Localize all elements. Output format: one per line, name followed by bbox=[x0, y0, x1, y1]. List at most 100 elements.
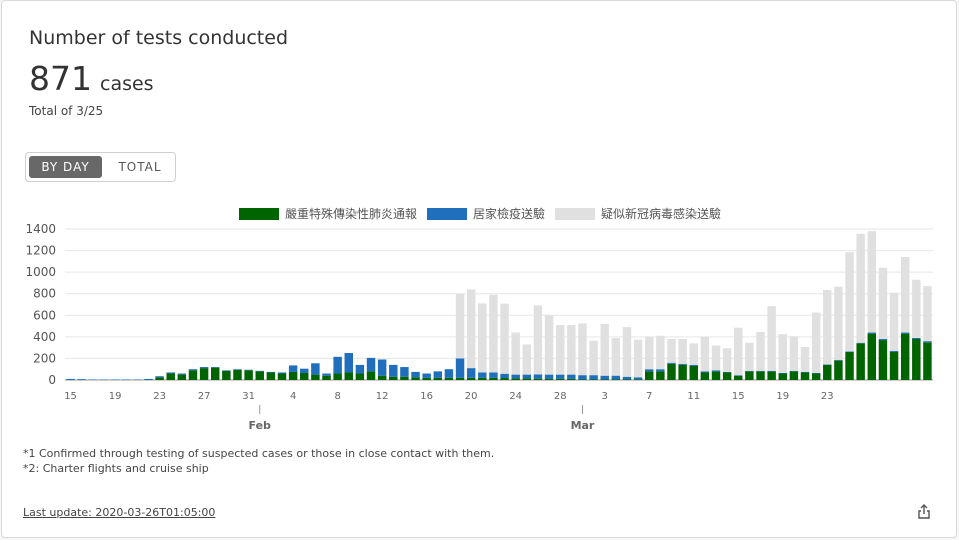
bar-segment-reports bbox=[667, 363, 676, 380]
x-tick-label: 20 bbox=[465, 391, 478, 402]
bar-segment-reports bbox=[567, 378, 576, 380]
bar-segment-home-quarantine bbox=[722, 371, 732, 373]
bar-segment-home-quarantine bbox=[656, 369, 665, 372]
bar-segment-home-quarantine bbox=[667, 362, 676, 364]
bar-segment-reports bbox=[889, 351, 899, 380]
legend-label-reports: 嚴重特殊傳染性肺炎通報 bbox=[285, 207, 418, 221]
legend-swatch-reports bbox=[239, 207, 279, 220]
bar-segment-suspected bbox=[455, 293, 465, 359]
bar-segment-reports bbox=[778, 373, 787, 380]
bar-segment-suspected bbox=[811, 312, 821, 373]
x-tick-label: 24 bbox=[509, 391, 522, 402]
bar-segment-suspected bbox=[567, 324, 576, 375]
bar-segment-home-quarantine bbox=[767, 370, 776, 372]
x-tick-label: 23 bbox=[821, 391, 834, 402]
bar-segment-suspected bbox=[544, 315, 554, 375]
bar-segment-reports bbox=[633, 379, 643, 380]
last-update-link[interactable]: Last update: 2020-03-26T01:05:00 bbox=[23, 506, 216, 519]
x-tick-label: 15 bbox=[64, 391, 77, 402]
bar-segment-home-quarantine bbox=[344, 353, 353, 373]
bar-segment-reports bbox=[389, 376, 398, 380]
bar-segment-home-quarantine bbox=[377, 359, 387, 376]
bar-segment-home-quarantine bbox=[155, 376, 164, 378]
bar-segment-reports bbox=[555, 378, 565, 380]
legend-swatch-home-quarantine bbox=[427, 207, 468, 220]
bar-segment-home-quarantine bbox=[311, 363, 320, 375]
share-icon[interactable] bbox=[916, 504, 932, 520]
legend-item-home-quarantine[interactable]: 居家檢疫送驗 bbox=[427, 205, 545, 222]
bar-segment-home-quarantine bbox=[734, 375, 743, 376]
bar-segment-home-quarantine bbox=[233, 369, 242, 370]
bar-segment-suspected bbox=[745, 342, 754, 371]
bar-segment-suspected bbox=[589, 340, 598, 376]
bar-segment-home-quarantine bbox=[166, 372, 175, 374]
bar-segment-suspected bbox=[867, 231, 877, 333]
bar-segment-home-quarantine bbox=[88, 379, 98, 380]
bar-segment-reports bbox=[255, 371, 264, 380]
bar-segment-home-quarantine bbox=[478, 372, 487, 378]
footnote-1: *1 Confirmed through testing of suspecte… bbox=[23, 447, 495, 460]
y-tick-label: 600 bbox=[33, 308, 56, 322]
bar-segment-reports bbox=[912, 339, 921, 380]
x-tick-label: 31 bbox=[242, 391, 255, 402]
bar-segment-reports bbox=[611, 379, 621, 380]
bar-segment-home-quarantine bbox=[867, 332, 877, 334]
legend-item-reports[interactable]: 嚴重特殊傳染性肺炎通報 bbox=[239, 205, 417, 222]
bar-segment-reports bbox=[500, 378, 509, 380]
bar-segment-reports bbox=[344, 372, 353, 380]
bar-segment-suspected bbox=[600, 323, 609, 376]
card-title: Number of tests conducted bbox=[29, 27, 289, 49]
bar-segment-home-quarantine bbox=[144, 378, 153, 380]
x-tick-label: 3 bbox=[602, 391, 608, 402]
bar-segment-suspected bbox=[767, 306, 776, 371]
bar-segment-home-quarantine bbox=[455, 358, 465, 378]
legend-item-suspected[interactable]: 疑似新冠病毒感染送驗 bbox=[555, 205, 721, 222]
by-day-button[interactable]: BY DAY bbox=[29, 156, 102, 178]
bar-segment-home-quarantine bbox=[645, 369, 654, 372]
bar-segment-suspected bbox=[900, 257, 910, 333]
x-tick-label: 12 bbox=[376, 391, 389, 402]
bar-segment-home-quarantine bbox=[622, 376, 632, 380]
bar-segment-home-quarantine bbox=[266, 371, 276, 373]
bar-segment-reports bbox=[834, 360, 843, 380]
bar-segment-suspected bbox=[511, 332, 520, 375]
bar-segment-reports bbox=[266, 372, 276, 380]
bar-segment-home-quarantine bbox=[700, 371, 710, 373]
bar-segment-home-quarantine bbox=[99, 379, 109, 380]
bar-segment-home-quarantine bbox=[823, 364, 832, 365]
bar-segment-reports bbox=[355, 373, 365, 380]
bar-segment-suspected bbox=[489, 294, 498, 373]
bar-segment-suspected bbox=[789, 336, 799, 371]
bar-segment-suspected bbox=[823, 289, 832, 365]
bar-segment-suspected bbox=[622, 327, 632, 377]
y-tick-label: 1000 bbox=[25, 265, 56, 279]
bar-segment-suspected bbox=[578, 323, 587, 376]
bar-segment-home-quarantine bbox=[466, 368, 476, 378]
bar-segment-reports bbox=[589, 379, 598, 380]
bar-segment-home-quarantine bbox=[77, 379, 86, 380]
bar-segment-suspected bbox=[611, 337, 621, 376]
bar-segment-home-quarantine bbox=[912, 337, 921, 340]
bar-segment-reports bbox=[767, 371, 776, 380]
bar-segment-reports bbox=[878, 340, 888, 380]
bar-segment-home-quarantine bbox=[333, 356, 342, 374]
bar-segment-home-quarantine bbox=[444, 369, 454, 378]
bar-segment-home-quarantine bbox=[433, 371, 443, 378]
bar-segment-reports bbox=[678, 364, 687, 380]
bar-segment-reports bbox=[511, 378, 520, 380]
bar-segment-home-quarantine bbox=[121, 379, 131, 380]
bar-segment-suspected bbox=[700, 336, 710, 372]
bar-segment-home-quarantine bbox=[255, 370, 264, 372]
bar-segment-home-quarantine bbox=[889, 350, 899, 352]
bar-segment-home-quarantine bbox=[422, 373, 431, 378]
total-button[interactable]: TOTAL bbox=[118, 160, 162, 174]
bar-segment-reports bbox=[600, 379, 609, 380]
bar-segment-suspected bbox=[689, 343, 698, 365]
bar-segment-reports bbox=[166, 373, 175, 380]
x-tick-label: 7 bbox=[646, 391, 652, 402]
y-tick-label: 200 bbox=[33, 351, 56, 365]
bar-segment-home-quarantine bbox=[834, 360, 843, 361]
chart-legend: 嚴重特殊傳染性肺炎通報 居家檢疫送驗 疑似新冠病毒感染送驗 bbox=[239, 205, 731, 222]
bar-segment-home-quarantine bbox=[611, 375, 621, 380]
bar-segment-suspected bbox=[478, 303, 487, 373]
